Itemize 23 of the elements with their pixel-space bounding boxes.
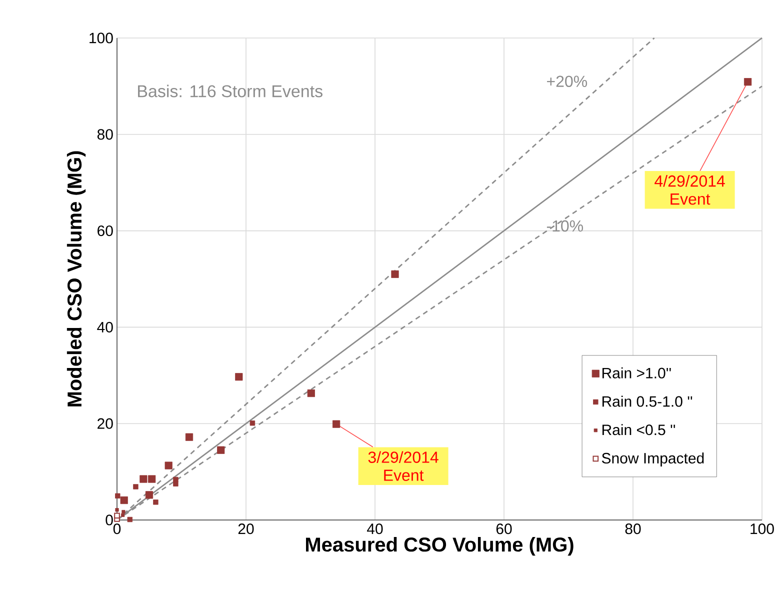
y-tick-label: 20 (98, 418, 113, 429)
y-tick-label: 40 (97, 322, 113, 332)
y-tick-label: 100 (90, 32, 113, 44)
annotation: 3/29/2014 Event (368, 451, 438, 481)
y-axis-title: Modeled CSO Volume (MG) (66, 151, 86, 406)
legend-label: Rain 0.5-1.0 '' (602, 396, 692, 407)
annotation: +20% (547, 76, 588, 88)
legend-label: Rain <0.5 '' (602, 424, 675, 436)
x-tick-label: 0 (113, 524, 121, 534)
x-tick-label: 60 (496, 524, 512, 534)
x-axis-title: Measured CSO Volume (MG) (306, 537, 574, 556)
annotation: Basis: 116 Storm Events (138, 84, 322, 98)
legend-label: Snow Impacted (602, 452, 704, 466)
x-tick-label: 80 (625, 524, 641, 534)
x-tick-label: 20 (238, 524, 254, 534)
annotation: -10% (546, 220, 584, 232)
x-tick-label: 40 (367, 524, 383, 534)
legend-label: Rain >1.0'' (602, 367, 671, 378)
y-tick-label: 0 (106, 514, 113, 526)
y-tick-label: 80 (97, 129, 113, 140)
y-tick-label: 60 (98, 225, 113, 236)
annotation: 4/29/2014 Event (654, 174, 725, 205)
x-tick-label: 100 (750, 524, 774, 534)
